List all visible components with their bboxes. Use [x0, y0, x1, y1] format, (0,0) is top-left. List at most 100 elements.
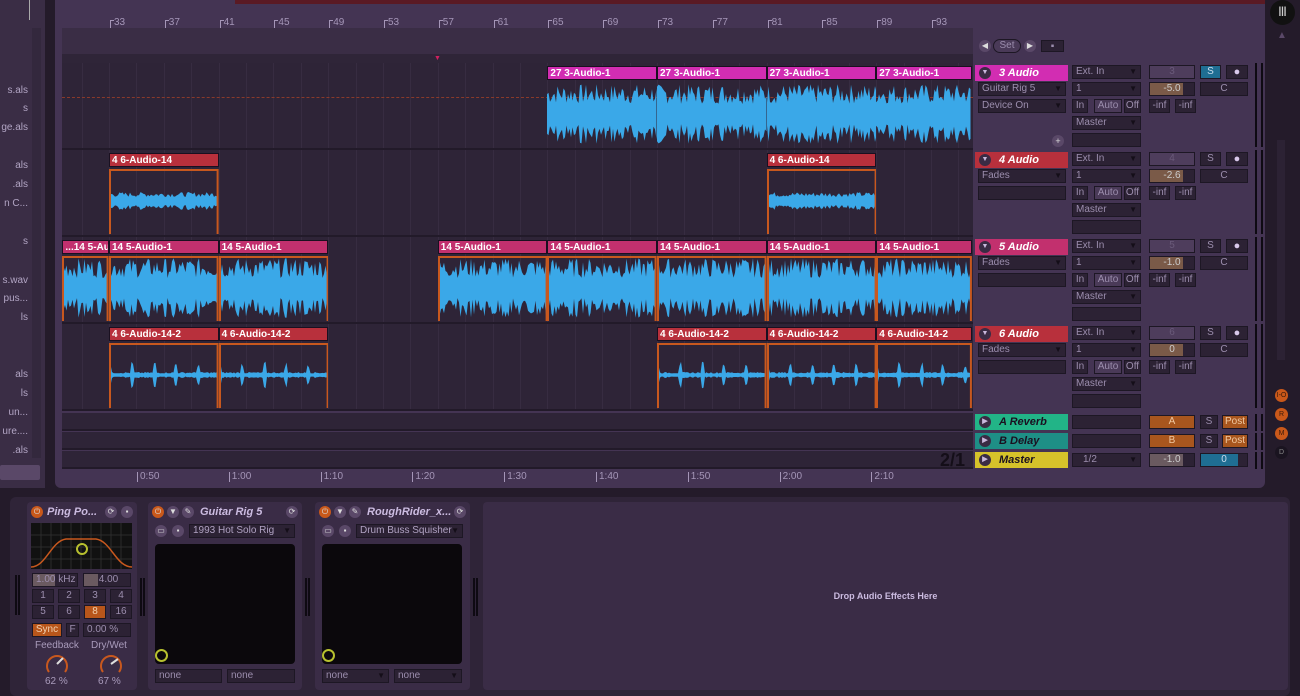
sync-toggle[interactable]: Sync [32, 623, 62, 637]
monitor-off-button[interactable]: Off [1124, 360, 1141, 374]
fade-envelope[interactable] [766, 169, 877, 234]
x-param-field[interactable]: none [155, 669, 222, 683]
track-lane[interactable]: ...14 5-Audio-114 5-Audio-114 5-Audio-11… [62, 237, 973, 324]
browser-item[interactable]: als [15, 160, 28, 171]
browser-item[interactable]: un... [8, 407, 28, 418]
track-lane[interactable]: 27 3-Audio-1 27 3-Audio-1 27 3-Audio-1 27 3… [62, 63, 973, 150]
track-lane[interactable]: 4 6-Audio-14 4 6-Audio-14 [62, 150, 973, 237]
return-output-field[interactable] [1072, 415, 1141, 429]
master-header[interactable]: ▶ Master [975, 452, 1068, 468]
track-header-4-audio[interactable]: ▼ 4 Audio [975, 152, 1068, 168]
side-d-button[interactable]: D [1275, 446, 1288, 459]
parameter-chooser[interactable] [978, 360, 1066, 374]
browser-item[interactable]: s [23, 236, 28, 247]
clip[interactable]: 4 6-Audio-14-2 [657, 327, 767, 341]
clip[interactable]: 14 5-Audio-1 [218, 240, 329, 254]
monitor-auto-button[interactable]: Auto [1094, 360, 1122, 374]
y-param-dropdown[interactable]: none [394, 669, 462, 683]
browser-item[interactable]: s.als [7, 85, 28, 96]
input-type-dropdown[interactable]: Ext. In [1072, 239, 1141, 253]
fade-envelope[interactable] [109, 169, 219, 234]
monitor-in-button[interactable]: In [1072, 360, 1088, 374]
solo-button[interactable]: S [1200, 239, 1221, 253]
fade-envelope[interactable] [657, 343, 767, 408]
collapse-icon[interactable]: ▼ [167, 506, 179, 518]
monitor-off-button[interactable]: Off [1124, 99, 1141, 113]
input-type-dropdown[interactable]: Ext. In [1072, 65, 1141, 79]
beat-division-button[interactable]: 4 [110, 589, 132, 603]
volume-field[interactable]: -5.0 [1149, 82, 1195, 96]
set-locator-button[interactable]: Set [993, 39, 1021, 53]
beat-division-button[interactable]: 5 [32, 605, 54, 619]
browser-item[interactable]: ls [20, 312, 28, 323]
save-preset-icon[interactable]: ▪ [172, 525, 184, 537]
side-r-button[interactable]: R [1275, 408, 1288, 421]
clip[interactable]: 27 3-Audio-1 [876, 66, 973, 80]
fade-envelope[interactable] [218, 343, 329, 408]
lock-icon[interactable]: ▪ [1041, 40, 1064, 52]
clip[interactable]: 14 5-Audio-1 [657, 240, 767, 254]
browser-item[interactable]: ls [20, 388, 28, 399]
track-fold-icon[interactable]: ▼ [979, 67, 991, 79]
browser-item[interactable]: als [15, 369, 28, 380]
save-preset-icon[interactable]: ▪ [339, 525, 351, 537]
clip[interactable]: 4 6-Audio-14-2 [218, 327, 329, 341]
beat-division-button[interactable]: 2 [58, 589, 80, 603]
solo-button[interactable]: S [1200, 434, 1218, 448]
monitor-in-button[interactable]: In [1072, 273, 1088, 287]
track-fold-icon[interactable]: ▼ [979, 241, 991, 253]
send-a-field[interactable]: -inf [1149, 99, 1170, 113]
send-b-field[interactable]: -inf [1175, 186, 1196, 200]
return-header[interactable]: ▶ B Delay [975, 433, 1068, 449]
monitor-off-button[interactable]: Off [1124, 273, 1141, 287]
xy-pad[interactable] [322, 544, 462, 664]
input-type-dropdown[interactable]: Ext. In [1072, 326, 1141, 340]
beat-division-button[interactable]: 16 [110, 605, 132, 619]
send-b-field[interactable]: -inf [1175, 360, 1196, 374]
collapse-icon[interactable]: ▼ [334, 506, 346, 518]
fade-envelope[interactable] [109, 256, 219, 321]
solo-button[interactable]: S [1200, 326, 1221, 340]
fade-envelope[interactable] [657, 256, 767, 321]
volume-field[interactable]: -1.0 [1149, 256, 1195, 270]
send-a-field[interactable]: -inf [1149, 186, 1170, 200]
input-type-dropdown[interactable]: Ext. In [1072, 152, 1141, 166]
clip[interactable]: 14 5-Audio-1 [437, 240, 548, 254]
track-lane[interactable]: 4 6-Audio-14-2 4 6-Audio-14-2 4 6-Audio-14… [62, 324, 973, 411]
fade-envelope[interactable] [218, 256, 329, 321]
monitor-in-button[interactable]: In [1072, 186, 1088, 200]
browser-item[interactable]: .als [12, 179, 28, 190]
pan-field[interactable]: C [1200, 343, 1248, 357]
pan-field[interactable]: C [1200, 169, 1248, 183]
pan-field[interactable]: C [1200, 256, 1248, 270]
send-a-field[interactable]: -inf [1149, 273, 1170, 287]
drywet-knob[interactable] [97, 652, 125, 676]
overview-bar[interactable] [235, 0, 1265, 4]
feedback-knob[interactable] [43, 652, 71, 676]
monitor-off-button[interactable]: Off [1124, 186, 1141, 200]
cue-volume-field[interactable]: 0 [1200, 453, 1248, 467]
master-volume-field[interactable]: -1.0 [1149, 453, 1195, 467]
side-m-button[interactable]: M [1275, 427, 1288, 440]
arm-record-button[interactable]: ● [1226, 152, 1248, 166]
browser-item[interactable]: s.wav [2, 275, 28, 286]
fade-envelope[interactable] [766, 256, 877, 321]
save-preset-icon[interactable]: ▪ [121, 506, 133, 518]
frequency-field[interactable]: 1.00 kHz [32, 573, 78, 587]
output-channel-field[interactable] [1072, 307, 1141, 321]
beat-division-button[interactable]: 8 [84, 605, 106, 619]
drop-zone[interactable]: Drop Audio Effects Here [483, 502, 1288, 690]
browser-item[interactable]: pus... [3, 293, 28, 304]
track-play-icon[interactable]: ▶ [979, 454, 991, 466]
clip[interactable]: 4 6-Audio-14-2 [109, 327, 219, 341]
solo-button[interactable]: S [1200, 152, 1221, 166]
device-power-icon[interactable]: ⏻ [319, 506, 331, 518]
device-chooser[interactable]: Guitar Rig 5 [978, 82, 1066, 96]
input-channel-dropdown[interactable]: 1 [1072, 256, 1141, 270]
monitor-auto-button[interactable]: Auto [1094, 99, 1122, 113]
track-fold-icon[interactable]: ▼ [979, 154, 991, 166]
fade-envelope[interactable] [62, 256, 109, 321]
view-toggle-icon[interactable]: Ⅲ [1270, 0, 1295, 25]
solo-button[interactable]: S [1200, 65, 1221, 79]
parameter-chooser[interactable] [978, 186, 1066, 200]
